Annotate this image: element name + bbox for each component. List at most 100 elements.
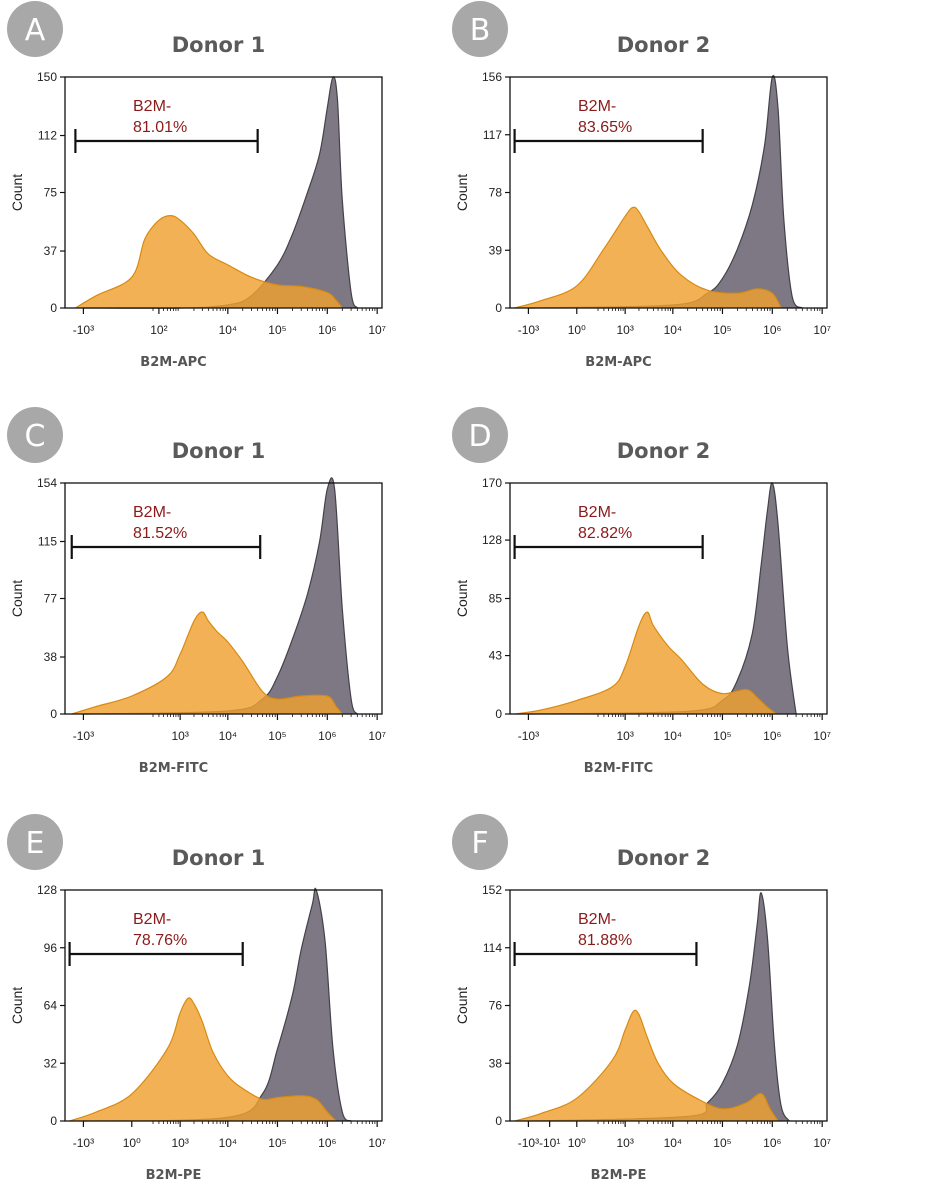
histogram-control-outline (514, 1009, 779, 1122)
y-tick-label: 0 (495, 1114, 502, 1128)
y-tick-label: 78 (489, 186, 503, 200)
gate-percent: 81.01% (133, 119, 187, 136)
gate-label: B2M- (578, 911, 616, 928)
panel-badge-letter: E (26, 826, 45, 861)
x-tick-label: 10⁶ (763, 1136, 781, 1150)
x-tick-label: 10³ (616, 729, 633, 743)
x-tick-label: -10³ (73, 323, 94, 337)
x-tick-label: 10⁵ (713, 323, 731, 337)
x-tick-label: 10⁷ (368, 729, 386, 743)
y-axis-label: Count (9, 174, 25, 211)
y-tick-label: 152 (482, 883, 502, 897)
x-tick-label: 10⁶ (763, 729, 781, 743)
x-axis-label: B2M-FITC (139, 761, 208, 776)
x-tick-label: 10⁶ (318, 323, 336, 337)
histogram-control-outline (69, 997, 337, 1122)
y-axis-label: Count (454, 987, 470, 1024)
y-tick-label: 0 (495, 707, 502, 721)
x-tick-label: 10⁴ (664, 1136, 683, 1150)
panel-a: A Donor 1 0 37 75 112 150 Count -10³ 10² 10⁴ 10⁵ 10⁶… (7, 1, 386, 370)
gate-percent: 78.76% (133, 932, 187, 949)
y-tick-label: 0 (50, 301, 57, 315)
histogram-control-outline (514, 611, 777, 715)
x-tick-label: 10⁷ (813, 323, 831, 337)
histogram-control-outline (71, 611, 343, 715)
y-tick-label: 150 (37, 70, 57, 84)
histogram-b2m-fill (528, 482, 797, 714)
x-tick-label: 10⁶ (763, 323, 781, 337)
y-tick-label: 64 (44, 999, 58, 1013)
x-tick-label: 10⁴ (219, 729, 238, 743)
gate-percent: 83.65% (578, 119, 632, 136)
x-tick-label: 10⁷ (813, 1136, 831, 1150)
gate-label: B2M- (578, 98, 616, 115)
x-tick-label: 10⁵ (713, 1136, 731, 1150)
panel-badge-letter: A (25, 13, 46, 48)
gate-label: B2M- (133, 504, 171, 521)
histogram-control-fill (71, 612, 343, 714)
y-axis-label: Count (454, 580, 470, 617)
histogram-b2m-fill (83, 76, 358, 309)
x-axis-label: B2M-FITC (584, 761, 653, 776)
y-tick-label: 0 (495, 301, 502, 315)
x-tick-label: 10³ (616, 1136, 633, 1150)
panel-badge-letter: F (471, 826, 488, 861)
y-tick-label: 154 (37, 476, 57, 490)
x-tick-label: 10⁵ (268, 323, 286, 337)
x-tick-label: 10⁴ (219, 1136, 238, 1150)
panel-badge-circle (452, 407, 508, 463)
gate-label: B2M- (578, 504, 616, 521)
panel-c: C Donor 1 0 38 77 115 154 Count -10³ 10³ 10⁴ 10⁵ 10⁶… (7, 407, 386, 776)
y-tick-label: 39 (489, 243, 503, 257)
y-tick-label: 112 (38, 129, 57, 143)
y-tick-label: 128 (37, 883, 57, 897)
y-tick-label: 114 (483, 941, 502, 955)
y-tick-label: 170 (482, 476, 502, 490)
histogram-control-outline (75, 214, 343, 309)
gate-percent: 81.88% (578, 932, 632, 949)
panel-badge-letter: C (25, 419, 46, 454)
panel-b: B Donor 2 0 39 78 117 156 Count -10³ 10⁰ 10³ 10⁴ 10⁵… (452, 1, 831, 370)
x-tick-label: 10⁷ (368, 323, 386, 337)
panel-badge-letter: D (468, 419, 491, 454)
x-tick-label: 10⁷ (813, 729, 831, 743)
y-tick-label: 76 (489, 999, 503, 1013)
histogram-b2m-fill (83, 888, 352, 1121)
x-tick-label: 10⁴ (664, 323, 683, 337)
x-tick-label: 10⁵ (713, 729, 731, 743)
gate-label: B2M- (133, 911, 171, 928)
histogram-b2m-fill (528, 75, 803, 308)
x-tick-label: 10⁴ (219, 323, 238, 337)
y-tick-label: 37 (44, 244, 58, 258)
y-tick-label: 38 (489, 1056, 503, 1070)
gate-label: B2M- (133, 98, 171, 115)
x-tick-label: 10² (150, 323, 167, 337)
x-tick-label: 10⁶ (318, 729, 336, 743)
y-axis-label: Count (9, 987, 25, 1024)
gate-percent: 81.52% (133, 525, 187, 542)
histogram-b2m-fill (83, 477, 358, 714)
x-tick-label: 10⁰ (123, 1136, 141, 1150)
y-tick-label: 38 (44, 650, 58, 664)
x-tick-label: 10⁰ (568, 1136, 586, 1150)
x-tick-label: 10³ (171, 729, 188, 743)
x-tick-label: -10³ (518, 1136, 539, 1150)
y-tick-label: 0 (50, 1114, 57, 1128)
panel-f: F Donor 2 0 38 76 114 152 Count -10³ -10¹ 10⁰ 10³ 10… (452, 814, 831, 1183)
y-tick-label: 43 (489, 649, 503, 663)
x-tick-label: 10⁰ (568, 323, 586, 337)
y-tick-label: 0 (50, 707, 57, 721)
x-tick-label: 10⁷ (368, 1136, 386, 1150)
x-tick-label: 10³ (616, 323, 633, 337)
x-tick-label: -10³ (73, 729, 94, 743)
panel-badge-circle (7, 814, 63, 870)
chart-title: Donor 1 (172, 846, 266, 870)
chart-title: Donor 2 (617, 846, 711, 870)
panel-badge-circle (452, 814, 508, 870)
y-axis-label: Count (9, 580, 25, 617)
y-tick-label: 96 (44, 941, 58, 955)
y-tick-label: 85 (489, 592, 503, 606)
chart-title: Donor 1 (172, 33, 266, 57)
x-tick-label: -10¹ (539, 1136, 560, 1150)
